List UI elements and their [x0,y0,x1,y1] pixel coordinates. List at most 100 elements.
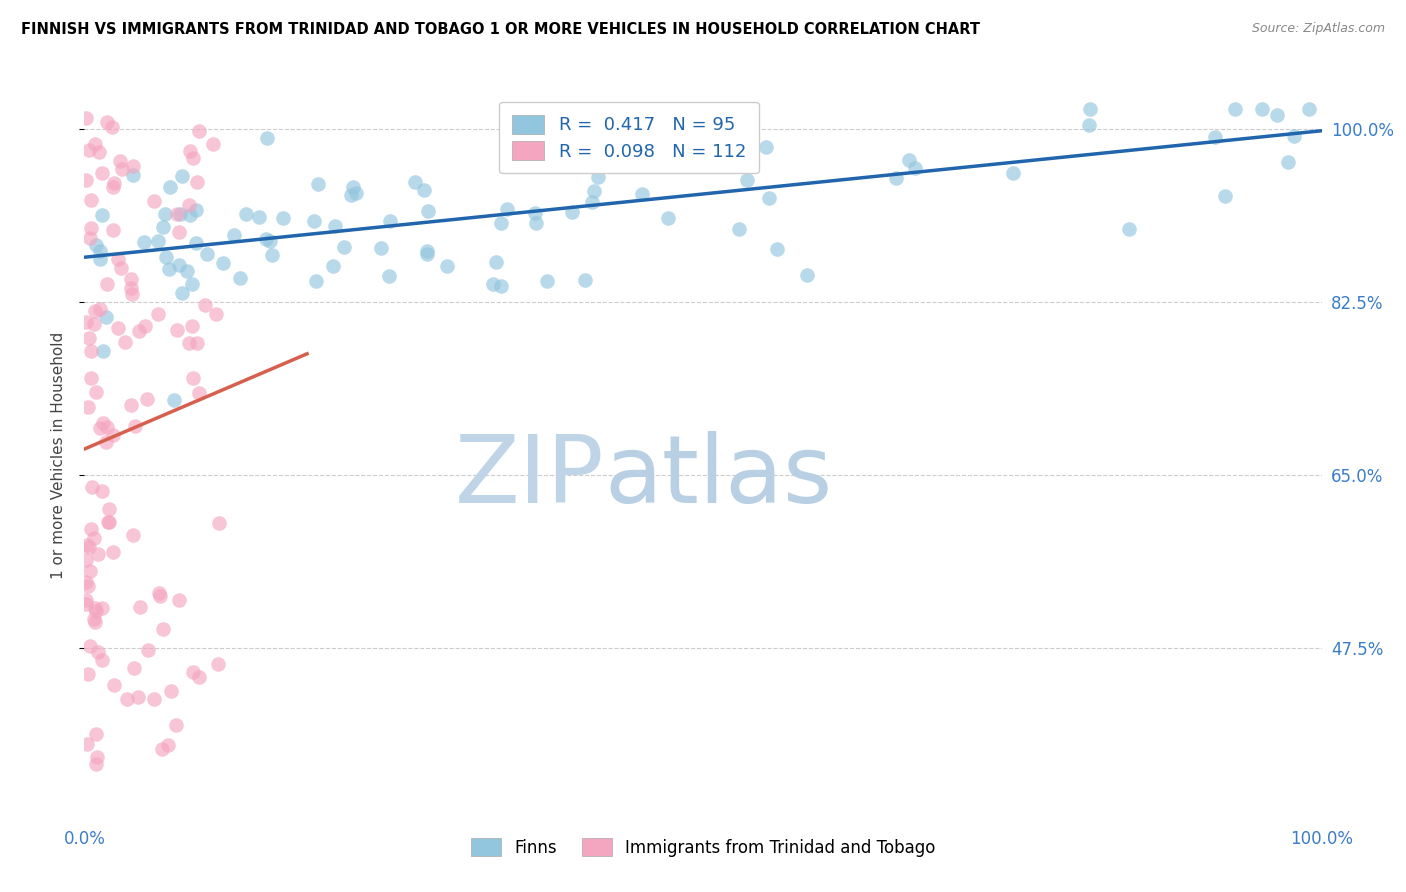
Point [167,593,190,607]
Point [76,579,98,593]
Point [157,262,180,277]
Y-axis label: 1 or more Vehicles in Household: 1 or more Vehicles in Household [51,331,66,579]
Point [84,237,107,252]
Point [84,727,107,741]
Point [1250,102,1272,116]
Point [187,670,209,684]
Point [180,277,202,291]
Point [80,480,103,494]
Point [416,244,439,259]
Point [169,258,191,272]
Point [75,593,97,607]
Point [340,187,363,202]
Point [97,515,120,529]
Point [205,308,228,322]
Legend: Finns, Immigrants from Trinidad and Tobago: Finns, Immigrants from Trinidad and Toba… [464,831,942,863]
Point [79,231,101,245]
Point [84,385,107,400]
Point [574,273,596,287]
Point [79,193,101,207]
Point [91,208,114,222]
Point [96,277,118,291]
Point [128,324,150,338]
Point [370,241,392,255]
Point [80,522,103,536]
Point [737,173,759,187]
Point [89,302,111,317]
Point [176,264,198,278]
Point [884,171,907,186]
Point [120,398,142,412]
Point [169,207,191,221]
Point [153,207,176,221]
Point [544,135,567,149]
Point [1223,102,1246,116]
Point [536,274,558,288]
Point [114,334,136,349]
Point [148,586,170,600]
Point [122,528,145,542]
Point [75,315,97,329]
Point [75,575,97,590]
Point [730,135,752,149]
Point [634,102,657,116]
Point [94,310,117,324]
Point [179,144,201,158]
Point [489,216,512,230]
Point [107,252,129,266]
Point [83,612,105,626]
Point [256,131,278,145]
Point [107,320,129,334]
Point [1002,166,1025,180]
Point [146,307,169,321]
Point [101,545,124,559]
Point [152,622,174,636]
Point [134,319,156,334]
Point [122,169,145,183]
Point [87,645,110,659]
Point [305,274,328,288]
Text: ZIP: ZIP [454,431,605,523]
Point [302,214,325,228]
Point [416,247,439,261]
Point [485,255,508,269]
Point [150,742,173,756]
Point [124,419,146,434]
Point [765,242,787,256]
Point [96,420,118,434]
Point [117,691,139,706]
Point [160,683,183,698]
Point [90,483,112,498]
Point [195,247,218,261]
Point [181,665,204,680]
Point [482,277,505,292]
Point [84,604,107,618]
Point [186,175,208,189]
Point [121,159,143,173]
Point [135,392,157,406]
Point [91,653,114,667]
Point [79,640,101,654]
Point [143,194,166,209]
Point [201,137,224,152]
Point [84,615,107,629]
Point [323,219,346,233]
Point [162,392,184,407]
Point [259,235,281,249]
Point [179,208,201,222]
Point [630,186,652,201]
Point [75,172,97,186]
Point [271,211,294,225]
Point [77,540,100,554]
Point [84,601,107,615]
Point [75,597,97,611]
Point [728,222,751,236]
Point [97,515,120,529]
Point [91,344,114,359]
Point [416,203,439,218]
Point [103,428,125,442]
Point [101,180,124,194]
Point [235,207,257,221]
Point [159,180,181,194]
Point [143,691,166,706]
